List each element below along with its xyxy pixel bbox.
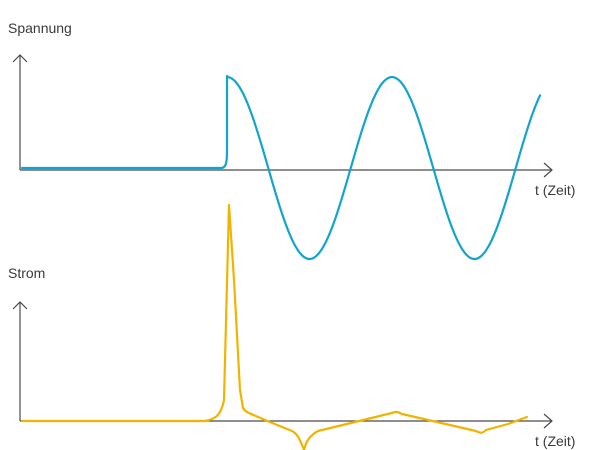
voltage-y-label: Spannung <box>8 20 72 36</box>
current-x-arrow <box>543 413 553 429</box>
current-curve <box>20 203 529 450</box>
voltage-curve <box>20 74 542 261</box>
current-x-label: t (Zeit) <box>535 433 575 449</box>
voltage-x-arrow <box>543 162 553 178</box>
voltage-panel: Spannung t (Zeit) <box>8 20 575 261</box>
current-y-arrow <box>12 301 28 310</box>
voltage-x-label: t (Zeit) <box>535 182 575 198</box>
current-y-label: Strom <box>8 265 45 281</box>
voltage-y-arrow <box>12 54 28 63</box>
